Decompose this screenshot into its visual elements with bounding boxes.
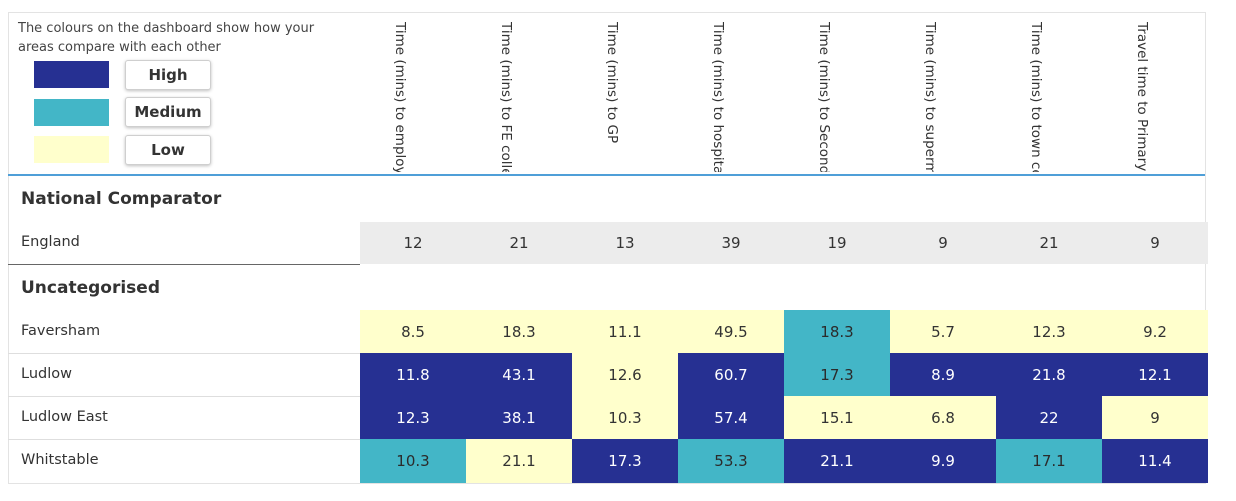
legend-medium-button[interactable]: Medium bbox=[125, 97, 211, 127]
column-header-label: Time (mins) to GP bbox=[604, 22, 620, 144]
row-divider bbox=[8, 264, 360, 265]
row-label-faversham[interactable]: Faversham bbox=[21, 323, 101, 339]
table-cell[interactable]: 5.7 bbox=[890, 310, 996, 353]
column-header-label: Time (mins) to supermarket bbox=[922, 22, 938, 172]
table-cell[interactable]: 12.3 bbox=[996, 310, 1102, 353]
table-cell[interactable]: 8.5 bbox=[360, 310, 466, 353]
column-header-employment[interactable]: Time (mins) to employment centre bbox=[386, 20, 416, 172]
table-cell[interactable]: 9 bbox=[1102, 222, 1208, 264]
table-cell[interactable]: 17.1 bbox=[996, 439, 1102, 483]
table-cell[interactable]: 53.3 bbox=[678, 439, 784, 483]
table-cell[interactable]: 38.1 bbox=[466, 396, 572, 439]
row-divider bbox=[8, 439, 360, 440]
table-cell[interactable]: 12.3 bbox=[360, 396, 466, 439]
table-cell[interactable]: 21 bbox=[996, 222, 1102, 264]
table-cell[interactable]: 6.8 bbox=[890, 396, 996, 439]
legend-swatch-low bbox=[34, 136, 109, 163]
table-cell[interactable]: 22 bbox=[996, 396, 1102, 439]
legend-swatch-medium bbox=[34, 99, 109, 126]
column-header-label: Time (mins) to hospital bbox=[710, 22, 726, 172]
table-cell[interactable]: 12.1 bbox=[1102, 353, 1208, 396]
column-header-primary[interactable]: Travel time to Primary bbox=[1128, 20, 1158, 172]
table-cell[interactable]: 13 bbox=[572, 222, 678, 264]
legend-high-button[interactable]: High bbox=[125, 60, 211, 90]
column-header-fe-college[interactable]: Time (mins) to FE college bbox=[492, 20, 522, 172]
column-header-label: Time (mins) to town centre bbox=[1028, 22, 1044, 172]
table-cell[interactable]: 15.1 bbox=[784, 396, 890, 439]
table-cell[interactable]: 57.4 bbox=[678, 396, 784, 439]
legend-low-button[interactable]: Low bbox=[125, 135, 211, 165]
column-header-label: Time (mins) to Secondary school bbox=[816, 22, 832, 172]
table-cell[interactable]: 10.3 bbox=[572, 396, 678, 439]
table-cell[interactable]: 9 bbox=[890, 222, 996, 264]
header-divider bbox=[8, 174, 1205, 176]
table-cell[interactable]: 8.9 bbox=[890, 353, 996, 396]
table-cell[interactable]: 21.8 bbox=[996, 353, 1102, 396]
section-title-national: National Comparator bbox=[21, 189, 222, 209]
legend-description: The colours on the dashboard show how yo… bbox=[18, 21, 315, 55]
table-cell[interactable]: 10.3 bbox=[360, 439, 466, 483]
table-cell[interactable]: 18.3 bbox=[466, 310, 572, 353]
column-header-hospital[interactable]: Time (mins) to hospital bbox=[704, 20, 734, 172]
table-cell[interactable]: 19 bbox=[784, 222, 890, 264]
column-header-label: Travel time to Primary bbox=[1134, 22, 1150, 172]
table-cell[interactable]: 21.1 bbox=[784, 439, 890, 483]
column-header-label: Time (mins) to FE college bbox=[498, 22, 514, 172]
table-cell[interactable]: 12.6 bbox=[572, 353, 678, 396]
table-cell[interactable]: 49.5 bbox=[678, 310, 784, 353]
table-cell[interactable]: 21.1 bbox=[466, 439, 572, 483]
row-divider bbox=[8, 396, 360, 397]
column-header-secondary-school[interactable]: Time (mins) to Secondary school bbox=[810, 20, 840, 172]
row-label-ludlow-east[interactable]: Ludlow East bbox=[21, 409, 108, 425]
section-title-uncategorised: Uncategorised bbox=[21, 278, 160, 298]
table-cell[interactable]: 21 bbox=[466, 222, 572, 264]
table-cell[interactable]: 9 bbox=[1102, 396, 1208, 439]
table-cell[interactable]: 11.1 bbox=[572, 310, 678, 353]
column-header-town-centre[interactable]: Time (mins) to town centre bbox=[1022, 20, 1052, 172]
column-header-supermarket[interactable]: Time (mins) to supermarket bbox=[916, 20, 946, 172]
table-cell[interactable]: 9.2 bbox=[1102, 310, 1208, 353]
table-cell[interactable]: 17.3 bbox=[784, 353, 890, 396]
column-header-label: Time (mins) to employment centre bbox=[392, 22, 408, 172]
table-cell[interactable]: 9.9 bbox=[890, 439, 996, 483]
table-cell[interactable]: 60.7 bbox=[678, 353, 784, 396]
table-cell[interactable]: 43.1 bbox=[466, 353, 572, 396]
row-label-england[interactable]: England bbox=[21, 234, 80, 250]
table-cell[interactable]: 17.3 bbox=[572, 439, 678, 483]
row-label-ludlow[interactable]: Ludlow bbox=[21, 366, 72, 382]
table-cell[interactable]: 18.3 bbox=[784, 310, 890, 353]
legend-swatch-high bbox=[34, 61, 109, 88]
table-cell[interactable]: 11.4 bbox=[1102, 439, 1208, 483]
table-cell[interactable]: 39 bbox=[678, 222, 784, 264]
table-cell[interactable]: 12 bbox=[360, 222, 466, 264]
column-header-gp[interactable]: Time (mins) to GP bbox=[598, 20, 628, 172]
row-divider bbox=[8, 353, 360, 354]
row-label-whitstable[interactable]: Whitstable bbox=[21, 452, 99, 468]
table-cell[interactable]: 11.8 bbox=[360, 353, 466, 396]
